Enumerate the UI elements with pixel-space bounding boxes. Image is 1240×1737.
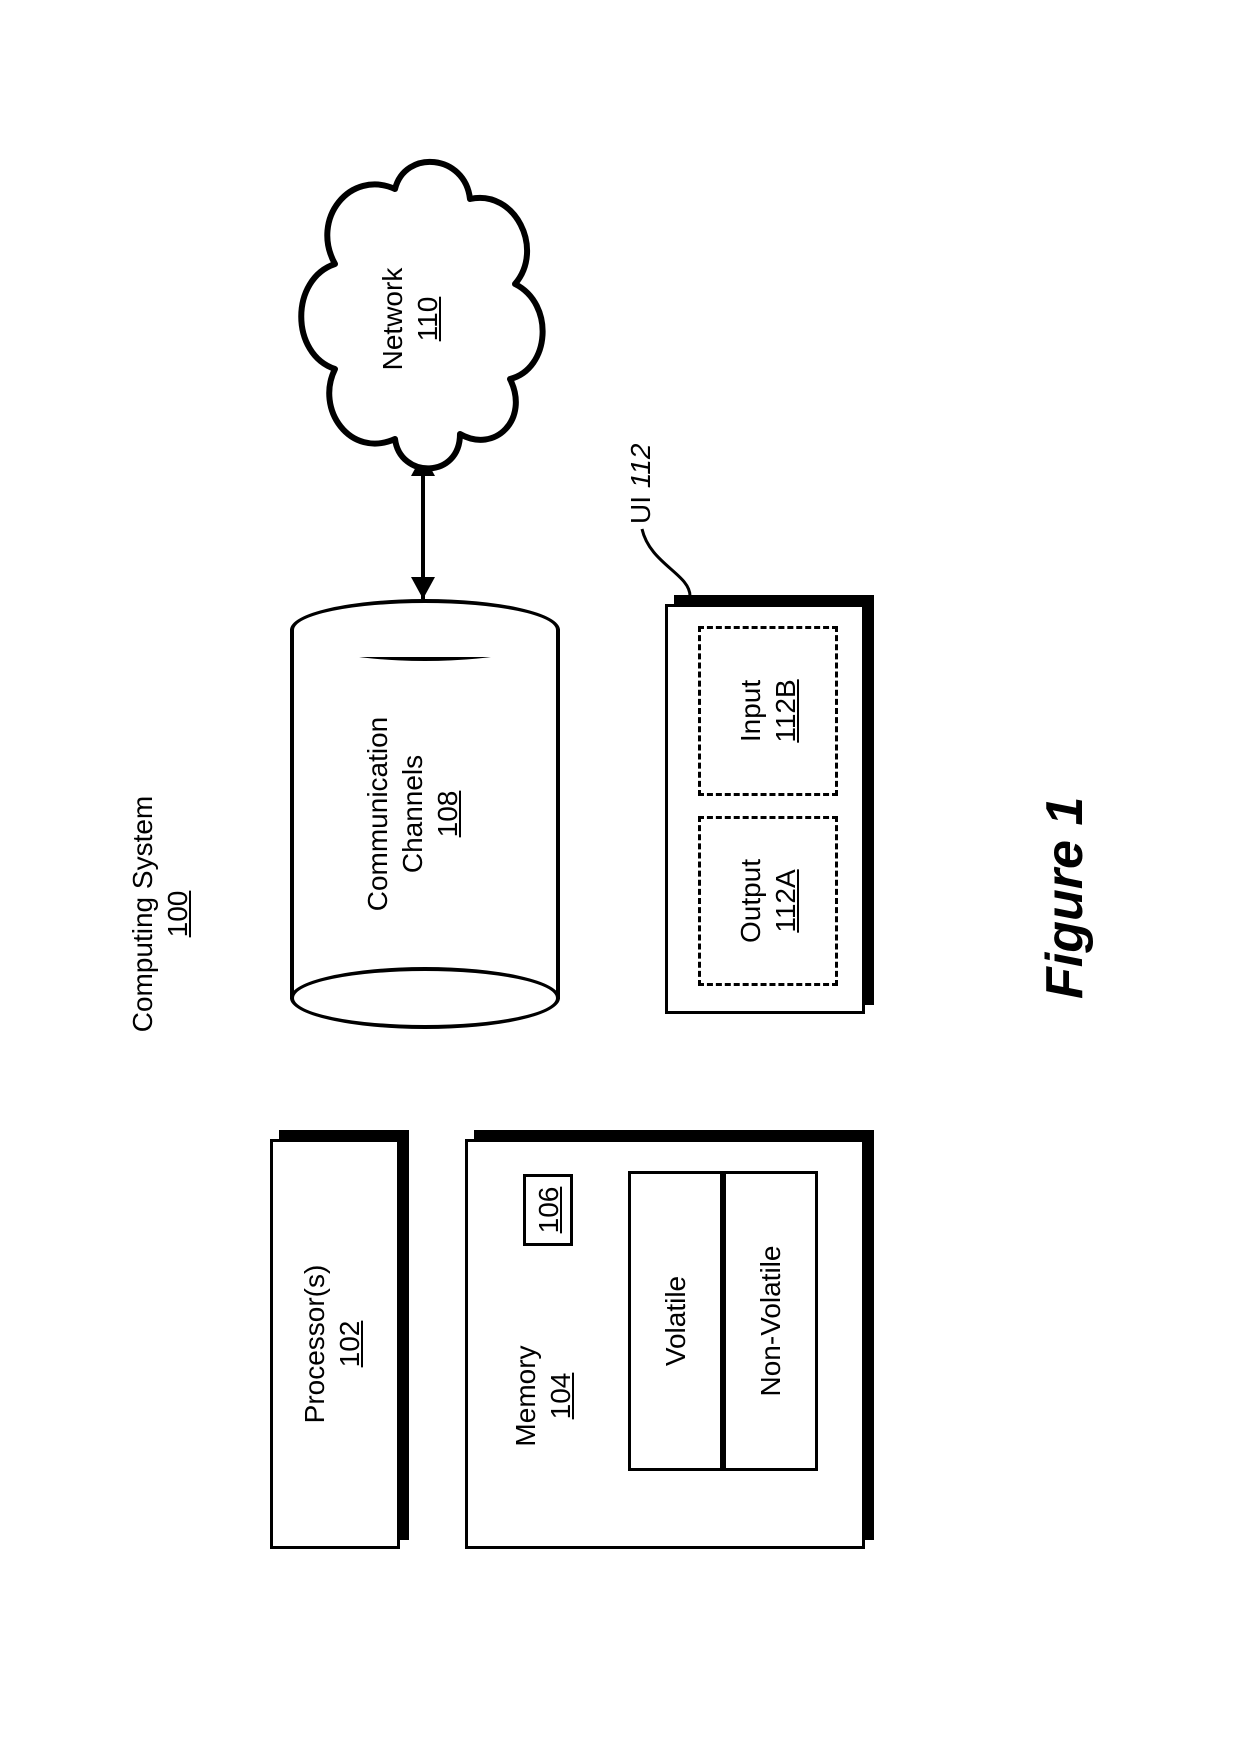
network-text: Network xyxy=(377,267,408,370)
figure-label: Figure 1 xyxy=(1035,796,1095,998)
ui-input-text: Input xyxy=(735,679,766,741)
volatile-text: Volatile xyxy=(658,1275,693,1365)
ui-callout-ref: 112 xyxy=(625,443,656,488)
comm-line2: Channels xyxy=(397,754,428,872)
ui-input-box: Input 112B xyxy=(698,626,838,796)
ui-output-box: Output 112A xyxy=(698,816,838,986)
comm-ref: 108 xyxy=(432,790,463,837)
processor-box: Processor(s) 102 xyxy=(270,1139,400,1549)
network-ref: 110 xyxy=(412,296,443,341)
comm-line1: Communication xyxy=(362,716,393,911)
ui-output-ref: 112A xyxy=(770,869,801,932)
processor-ref: 102 xyxy=(334,1320,365,1367)
memory-ref: 104 xyxy=(545,1372,576,1419)
arrow-left xyxy=(411,577,435,599)
memory-box: Memory 104 106 Volatile Non-Volatile xyxy=(465,1139,865,1549)
memory-small-ref: 106 xyxy=(531,1186,566,1233)
title-ref: 100 xyxy=(162,890,193,937)
title-text: Computing System xyxy=(127,795,158,1032)
ui-output-text: Output xyxy=(735,858,766,942)
nonvolatile-text: Non-Volatile xyxy=(753,1245,788,1396)
ui-input-ref: 112B xyxy=(770,679,801,742)
volatile-box: Volatile xyxy=(628,1171,723,1471)
ui-box: Output 112A Input 112B xyxy=(665,604,865,1014)
processor-text: Processor(s) xyxy=(299,1264,330,1423)
memory-small-box: 106 xyxy=(523,1174,573,1246)
memory-text: Memory xyxy=(510,1345,541,1446)
ui-callout-text: UI xyxy=(625,496,656,524)
nonvolatile-box: Non-Volatile xyxy=(723,1171,818,1471)
